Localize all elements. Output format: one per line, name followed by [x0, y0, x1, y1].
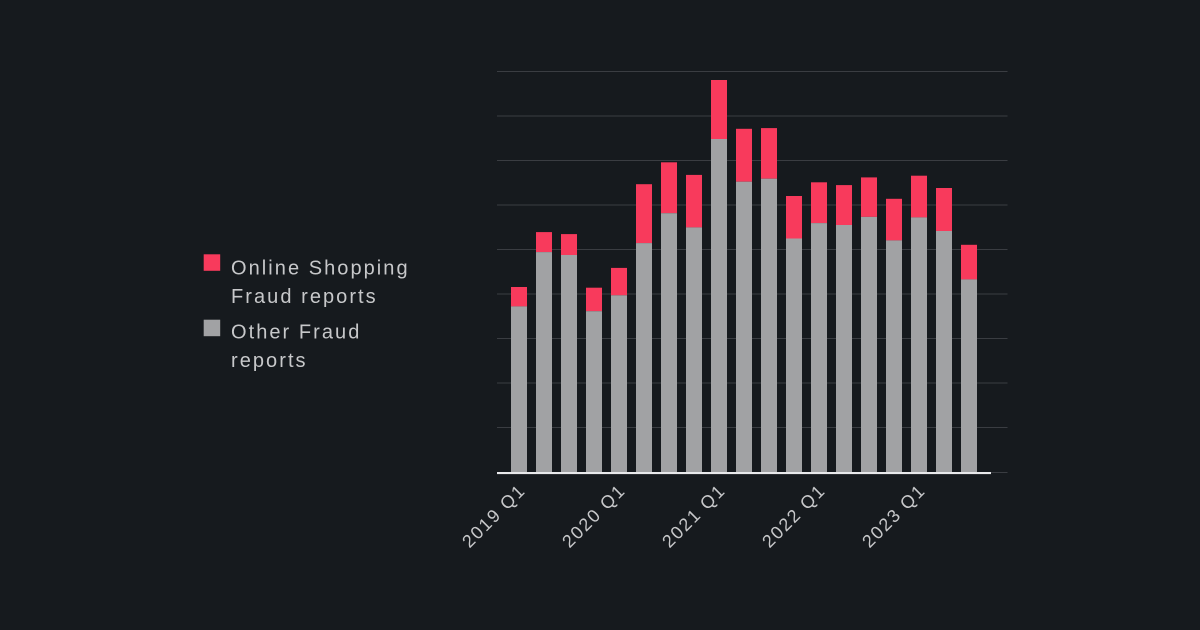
svg-text:Online Shopping: Online Shopping [231, 257, 410, 279]
svg-text:Fraud reports: Fraud reports [231, 286, 378, 308]
svg-text:reports: reports [231, 350, 308, 372]
svg-text:Other Fraud: Other Fraud [231, 321, 361, 343]
